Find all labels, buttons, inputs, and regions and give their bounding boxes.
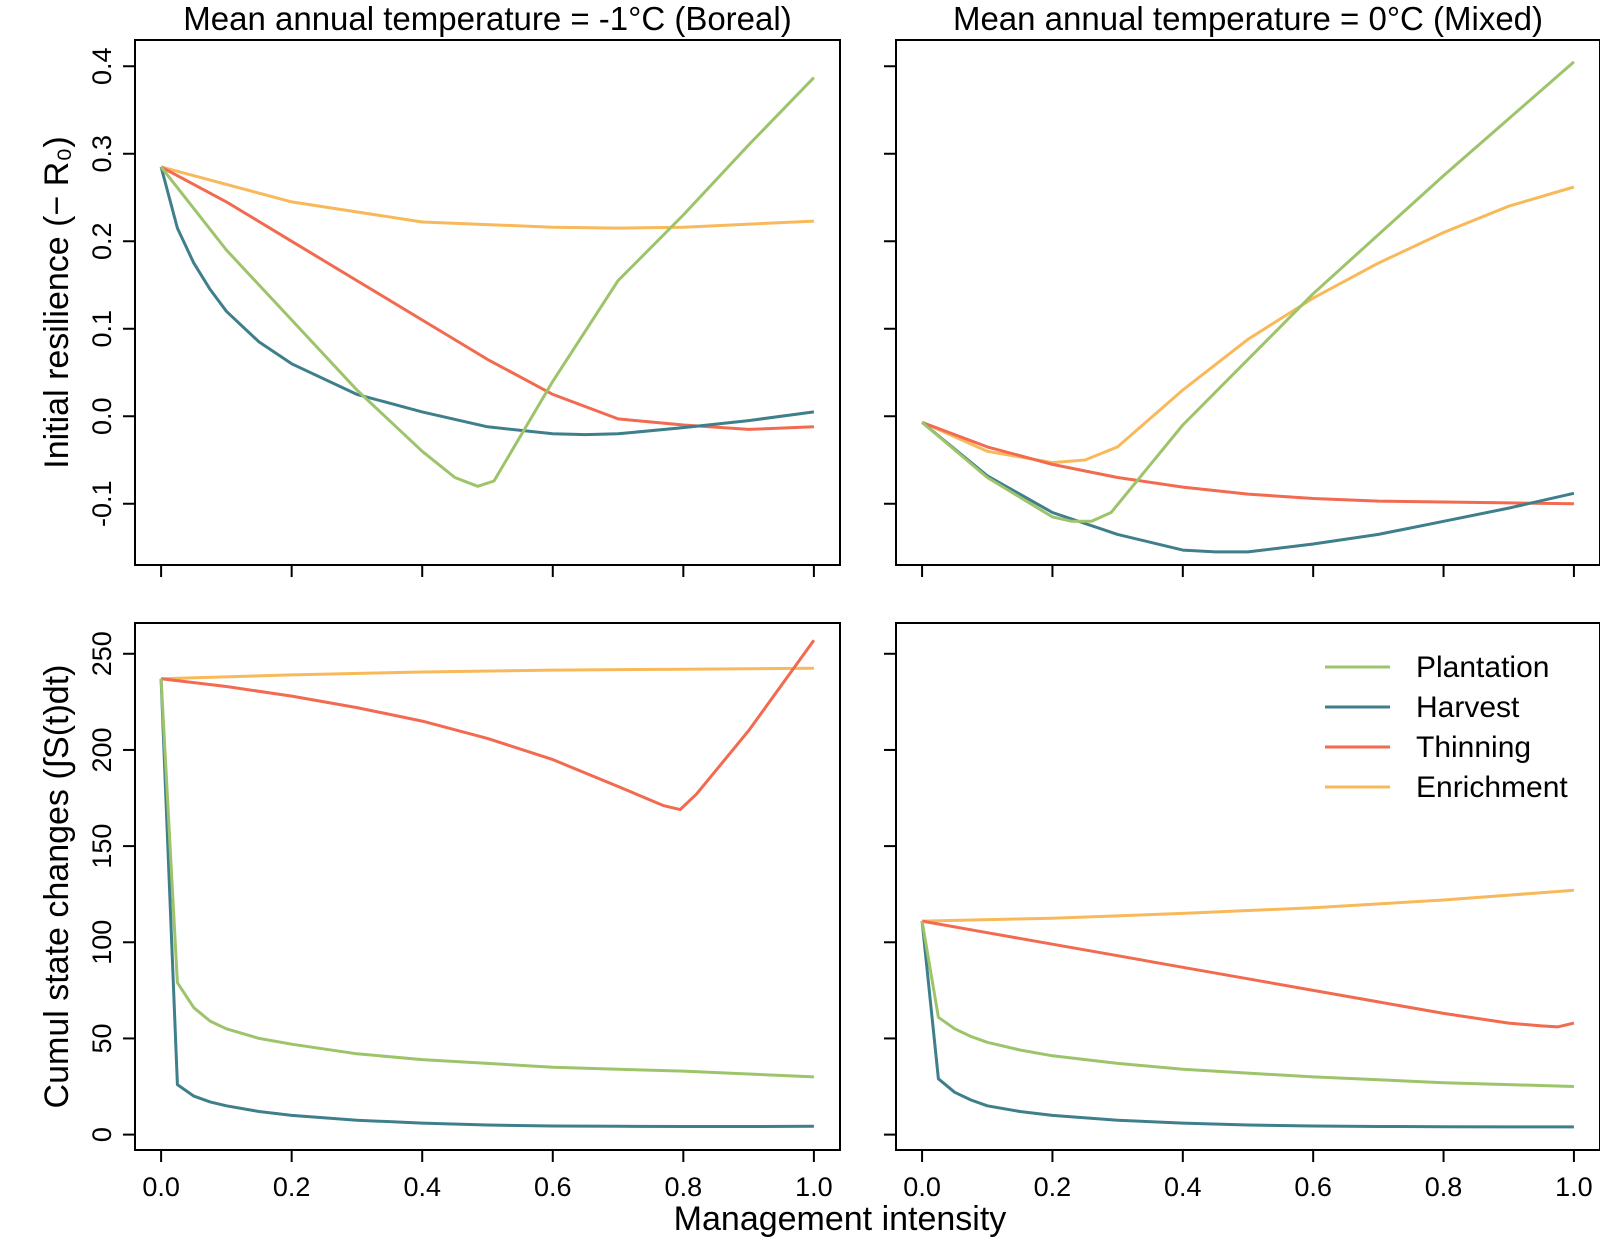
x-tick-label: 1.0 [1555, 1172, 1593, 1202]
y-tick-label: 0.2 [87, 222, 117, 260]
panel-mixed-resilience: Mean annual temperature = 0°C (Mixed) [884, 0, 1600, 577]
series-line-harvest [159, 678, 814, 1128]
series-line-plantation [159, 76, 815, 488]
legend-label-enrichment: Enrichment [1416, 771, 1568, 804]
y-tick-label: 0.4 [87, 47, 117, 85]
series-line-enrichment [160, 165, 814, 230]
legend-label-thinning: Thinning [1416, 731, 1531, 764]
y-tick-label: 0.1 [87, 310, 117, 348]
x-tick-label: 1.0 [795, 1172, 833, 1202]
series-line-thinning [921, 919, 1575, 1029]
y-tick-label: -0.1 [87, 480, 117, 527]
series-line-thinning [160, 639, 816, 812]
x-tick-label: 0.0 [142, 1172, 180, 1202]
legend: Plantation Harvest Thinning Enrichment [1325, 651, 1568, 804]
x-tick-label: 0.0 [903, 1172, 941, 1202]
y-tick-label: 0.0 [87, 397, 117, 435]
series-line-enrichment [161, 666, 814, 681]
series-line-plantation [920, 920, 1574, 1088]
x-tick-label: 0.4 [1164, 1172, 1202, 1202]
panels-layer: Mean annual temperature = -1°C (Boreal) -… [38, 0, 1600, 1202]
series-line-plantation [159, 678, 814, 1079]
x-tick-label: 0.2 [273, 1172, 311, 1202]
panel-title: Mean annual temperature = -1°C (Boreal) [183, 0, 791, 37]
x-tick-label: 0.8 [665, 1172, 703, 1202]
legend-label-plantation: Plantation [1416, 651, 1549, 684]
x-tick-label: 0.6 [1294, 1172, 1332, 1202]
y-axis-label: Initial resilience (− R₀) [38, 136, 76, 469]
x-tick-label: 0.6 [534, 1172, 572, 1202]
series-line-plantation [921, 60, 1575, 523]
panel-title: Mean annual temperature = 0°C (Mixed) [953, 0, 1543, 37]
series-line-thinning [160, 165, 814, 431]
plot-frame [134, 39, 841, 566]
series-line-thinning [921, 420, 1574, 506]
y-tick-label: 100 [87, 920, 117, 965]
x-tick-label: 0.8 [1425, 1172, 1463, 1202]
series-line-enrichment [921, 185, 1575, 465]
plot-frame [895, 39, 1600, 566]
y-tick-label: 0.3 [87, 135, 117, 173]
panel-boreal-cumul: 0 50 100 150 200 250 0.0 0.2 0.4 0.6 0.8 1.0 Cumul s… [38, 622, 841, 1202]
y-tick-label: 150 [87, 824, 117, 869]
y-axis-label: Cumul state changes (∫S(t)dt) [38, 665, 76, 1109]
legend-label-harvest: Harvest [1416, 691, 1520, 724]
y-tick-label: 0 [87, 1127, 117, 1142]
x-axis-label: Management intensity [674, 1200, 1007, 1238]
panel-mixed-cumul: 0.0 0.2 0.4 0.6 0.8 1.0 [884, 622, 1600, 1202]
x-tick-label: 0.2 [1034, 1172, 1072, 1202]
panel-boreal-resilience: Mean annual temperature = -1°C (Boreal) -… [38, 0, 841, 577]
plot-frame [895, 622, 1600, 1151]
y-tick-label: 250 [87, 631, 117, 676]
series-line-enrichment [922, 888, 1575, 923]
y-tick-label: 200 [87, 727, 117, 772]
plot-frame [134, 622, 841, 1151]
series-line-harvest [159, 166, 815, 437]
series-line-harvest [921, 421, 1575, 554]
series-line-harvest [920, 920, 1574, 1129]
y-tick-label: 50 [87, 1023, 117, 1053]
x-tick-label: 0.4 [403, 1172, 441, 1202]
